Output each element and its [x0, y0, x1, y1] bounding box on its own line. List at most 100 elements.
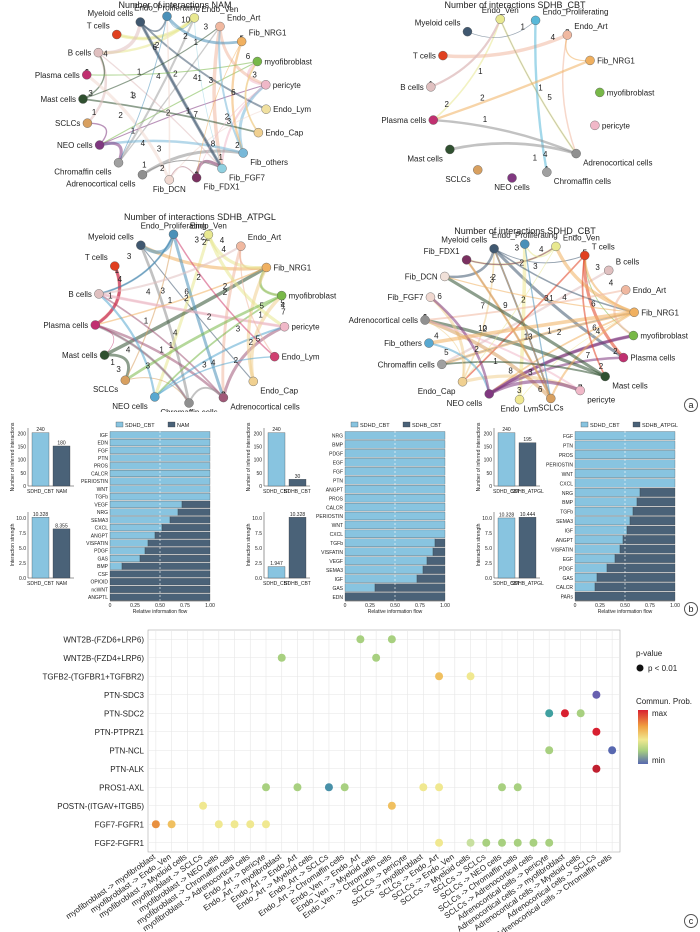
pathway-label: VISFATIN — [551, 547, 573, 553]
flow-bar-secondary — [619, 544, 676, 554]
pathway-label: GAS — [332, 586, 343, 592]
node-mast-cells: Mast cells — [407, 144, 455, 163]
network-edge — [444, 248, 496, 279]
tick-label: 0.50 — [155, 603, 165, 609]
tick-label: 10.0 — [482, 516, 492, 522]
legend-swatch-sdhb-atpgl — [632, 421, 641, 428]
network-title-sdhb-atpgl: Number of interactions SDHB_ATPGL — [124, 212, 276, 222]
flow-bar-secondary — [181, 500, 211, 508]
bar-value-label: 240 — [36, 427, 45, 433]
network-edge — [449, 142, 577, 155]
tick-label: 0.75 — [180, 603, 190, 609]
network-edge — [98, 21, 143, 55]
edge-count-label: 1 — [483, 115, 488, 124]
bar-sdhd-cbt — [31, 432, 50, 487]
edge-count-label: 2 — [599, 362, 604, 371]
network-edge — [244, 61, 259, 134]
pathway-label: EGF — [563, 557, 573, 563]
category-label: SDHD_CBT — [493, 581, 520, 587]
data-point — [482, 838, 491, 847]
data-point — [529, 838, 538, 847]
pathway-label: PDGF — [559, 566, 573, 572]
flow-bar-secondary — [639, 488, 676, 497]
pathway-label: PARs — [561, 595, 574, 601]
node-dot — [437, 359, 447, 370]
network-edge — [103, 265, 268, 357]
legend-label: p < 0.01 — [648, 664, 678, 673]
node-label: Endo_Proliferating — [141, 221, 207, 230]
network-edge — [443, 275, 607, 378]
pathway-label: ANGPT — [556, 538, 573, 544]
edge-count-label: 2 — [474, 345, 479, 354]
edge-count-label: 1 — [533, 153, 538, 162]
node-endo-lym: Endo_Lym — [269, 351, 320, 362]
pathway-label: PTN — [98, 456, 108, 462]
bar-sdhb-cbt — [288, 479, 307, 487]
edge-count-label: 8 — [211, 139, 216, 148]
panel-label-b: b — [684, 602, 698, 616]
edge-count-label: 2 — [249, 338, 254, 347]
network-edge — [549, 311, 635, 399]
edge-count-label: 2 — [223, 288, 228, 297]
data-point — [545, 746, 554, 755]
network-edge — [153, 234, 210, 398]
edge-count-label: 4 — [539, 245, 544, 254]
category-label: SDHB_ATPGL — [511, 489, 544, 495]
edge-count-label: 1 — [131, 127, 136, 136]
edge-count-label: 1 — [478, 67, 483, 76]
network-edge — [534, 20, 549, 173]
node-label: Endo_Proliferating — [543, 7, 609, 16]
node-t-cells: T cells — [580, 242, 615, 261]
edge-count-label: 1 — [144, 317, 149, 326]
pathway-label: NRG — [562, 491, 573, 497]
tick-label: 1.00 — [670, 603, 680, 609]
data-point — [293, 783, 302, 792]
node-dot — [113, 158, 124, 168]
bar-value-label: 10.328 — [33, 512, 49, 518]
edge-count-label: 4 — [543, 150, 548, 159]
edge-count-label: 4 — [146, 287, 151, 296]
network-edge — [154, 356, 275, 398]
node-dot — [238, 148, 248, 158]
node-label: Endo_Cap — [418, 387, 456, 396]
data-point — [324, 783, 333, 792]
flow-bar-secondary — [147, 539, 211, 547]
node-dot — [217, 163, 227, 174]
network-edge — [239, 246, 276, 358]
edge-count-label: 3 — [490, 276, 495, 285]
tick-label: 200 — [18, 431, 27, 437]
pathway-label: VISFATIN — [86, 541, 108, 547]
edge-count-label: 3 — [160, 286, 165, 295]
data-point — [356, 635, 365, 644]
pathway-label: FGF — [563, 434, 573, 440]
network-edge — [221, 325, 286, 398]
pathway-label: GAS — [97, 556, 108, 562]
node-label: Myeloid cells — [88, 232, 134, 241]
edge-count-label: 1 — [194, 38, 199, 47]
edge-count-label: 3 — [595, 263, 600, 272]
tick-label: 2.5 — [485, 561, 492, 567]
node-fib-fgf7: Fib_FGF7 — [387, 292, 436, 302]
node-endo-ven: Endo_Ven — [482, 6, 519, 24]
flow-bar-primary — [344, 547, 434, 556]
edge-count-label: 4 — [126, 345, 131, 354]
node-dot — [99, 350, 110, 360]
edge-count-label: 6 — [152, 43, 157, 52]
node-label: Chromaffin cells — [554, 177, 611, 186]
edge-count-label: 2 — [200, 232, 205, 241]
data-point — [466, 672, 475, 681]
flow-bar-secondary — [596, 573, 676, 582]
flow-bar-primary — [109, 508, 179, 516]
category-label: NAM — [56, 581, 67, 587]
flow-bar-secondary — [169, 516, 211, 524]
network-edge — [206, 234, 286, 329]
pathway-label: TGFb — [560, 510, 573, 516]
pathway-label: CALCR — [91, 471, 108, 477]
edge-count-label: 1 — [549, 294, 554, 303]
edge-count-label: 3 — [157, 145, 162, 154]
network-edge — [488, 379, 581, 396]
node-dot — [252, 56, 263, 67]
panel-a: Number of interactions NAM Number of int… — [0, 0, 700, 412]
